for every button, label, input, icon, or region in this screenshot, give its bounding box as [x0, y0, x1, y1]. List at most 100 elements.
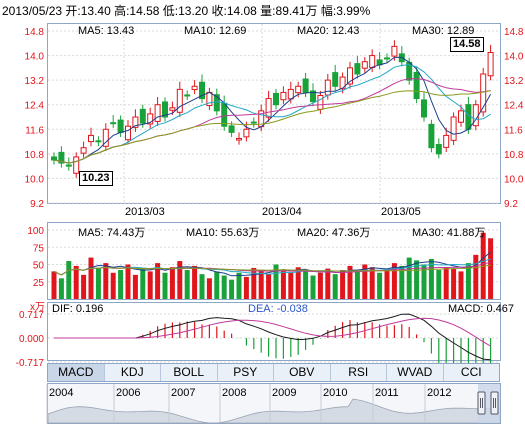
volume-bar — [451, 268, 457, 299]
volume-bar — [229, 279, 235, 299]
y-tick-label: 14.0 — [25, 52, 45, 63]
volume-bar — [465, 263, 471, 299]
volume-bar — [428, 258, 434, 299]
tab-wvad[interactable]: WVAD — [387, 364, 444, 381]
volume-bar — [155, 263, 161, 299]
candle — [102, 123, 109, 151]
candle — [110, 115, 117, 128]
y-tick-label: 11.6 — [504, 125, 523, 136]
dif-label: DIF: 0.196 — [52, 303, 104, 315]
y-tick-label: 10.0 — [504, 174, 524, 185]
volume-bar — [184, 270, 190, 299]
volume-bar — [347, 265, 353, 299]
candle — [184, 90, 191, 101]
volume-bar — [369, 267, 375, 299]
candle — [58, 146, 65, 168]
volume-bar — [258, 271, 264, 299]
volume-bar — [399, 265, 405, 299]
y-tick-label: 13.2 — [25, 76, 45, 87]
tab-obv[interactable]: OBV — [274, 364, 331, 381]
candle — [428, 119, 435, 153]
tab-cci[interactable]: CCI — [460, 365, 482, 379]
price-ma-lines — [53, 56, 492, 164]
timeline-right-handle[interactable] — [490, 391, 499, 415]
volume-bar — [251, 267, 257, 299]
candle — [472, 100, 479, 131]
volume-bar — [443, 267, 449, 299]
x-tick-label: 2013/05 — [381, 206, 421, 218]
candle — [191, 80, 198, 95]
price-y-axis: 14.8 14.8 14.0 14.0 13.2 13.2 12.4 12.4 11.6 11.6… — [25, 27, 524, 210]
tab-kdj[interactable]: KDJ — [105, 364, 161, 381]
candle — [339, 72, 346, 94]
price-ma5-label: MA5: 13.43 — [78, 25, 135, 37]
candle — [332, 64, 339, 91]
volume-bar — [266, 274, 272, 299]
candle — [65, 157, 72, 171]
y-tick-label: 10.8 — [25, 150, 45, 161]
y-tick-label: 25 — [33, 278, 45, 289]
volume-bar — [110, 272, 116, 299]
high-price-tag: 14.58 — [450, 37, 484, 52]
volume-bar — [147, 271, 153, 299]
ma-line — [53, 64, 491, 164]
volume-bar — [236, 272, 242, 299]
volume-bar — [421, 264, 427, 299]
price-ma20-label: MA20: 12.43 — [297, 25, 360, 37]
macd-lines — [54, 313, 491, 361]
indicator-tab-bar: MACD KDJ BOLL PSY OBV RSI WVAD CCI — [47, 363, 500, 382]
volume-bar — [406, 257, 412, 299]
volume-bar — [66, 261, 72, 299]
timeline-left-handle[interactable] — [477, 391, 486, 415]
tab-rsi[interactable]: RSI — [331, 364, 387, 381]
y-tick-label: 10.8 — [504, 150, 524, 161]
timeline-year-labels: 2004 2006 2007 2008 2009 2010 2011 2012 — [46, 384, 451, 423]
volume-bar — [303, 271, 309, 299]
price-panel — [47, 23, 501, 204]
volume-ma5-label: MA5: 74.43万 — [78, 227, 146, 239]
volume-bar — [95, 267, 101, 299]
volume-bar — [384, 268, 390, 299]
candle — [443, 127, 450, 152]
ma-line — [53, 264, 491, 276]
timeline-year: 2007 — [171, 387, 195, 399]
volume-bar — [310, 275, 316, 299]
volume-bar — [73, 265, 79, 299]
macd-label: MACD: 0.467 — [448, 303, 515, 315]
candle — [413, 66, 420, 104]
y-tick-label: 9.2 — [504, 199, 518, 210]
candle — [347, 61, 353, 89]
candle — [132, 109, 139, 132]
timeline-year: 2011 — [375, 387, 399, 399]
low-price-tag: 10.23 — [79, 171, 113, 186]
y-tick-label: 13.2 — [504, 76, 524, 87]
tab-macd[interactable]: MACD — [48, 364, 105, 381]
macd-grid: 0.717 0.000 -0.717 — [16, 310, 500, 369]
volume-bar — [414, 260, 420, 299]
timeline-year: 2008 — [222, 387, 246, 399]
candle — [250, 117, 257, 128]
volume-ma30-label: MA30: 41.88万 — [412, 227, 486, 239]
y-tick-label: 12.4 — [504, 101, 524, 112]
candle — [88, 127, 94, 147]
volume-bar — [243, 276, 249, 299]
volume-bar — [132, 274, 138, 299]
tab-boll[interactable]: BOLL — [161, 364, 218, 381]
quote-summary: 2013/05/23 开:13.40 高:14.58 低:13.20 收:14.… — [2, 4, 371, 18]
timeline-year: 2010 — [323, 387, 347, 399]
volume-bar — [125, 264, 131, 299]
candle — [354, 55, 361, 79]
y-tick-label: -0.717 — [16, 358, 45, 369]
volume-unit-label: x万 — [30, 302, 45, 313]
timeline-year: 2006 — [116, 387, 140, 399]
volume-bar — [103, 263, 109, 299]
volume-bar — [118, 270, 124, 299]
y-tick-label: 11.6 — [25, 125, 44, 136]
candle — [162, 97, 168, 122]
tab-psy[interactable]: PSY — [218, 364, 274, 381]
volume-bar — [51, 271, 57, 299]
candle — [458, 104, 464, 127]
price-ma30-label: MA30: 12.89 — [412, 25, 475, 37]
volume-bar — [221, 275, 227, 299]
